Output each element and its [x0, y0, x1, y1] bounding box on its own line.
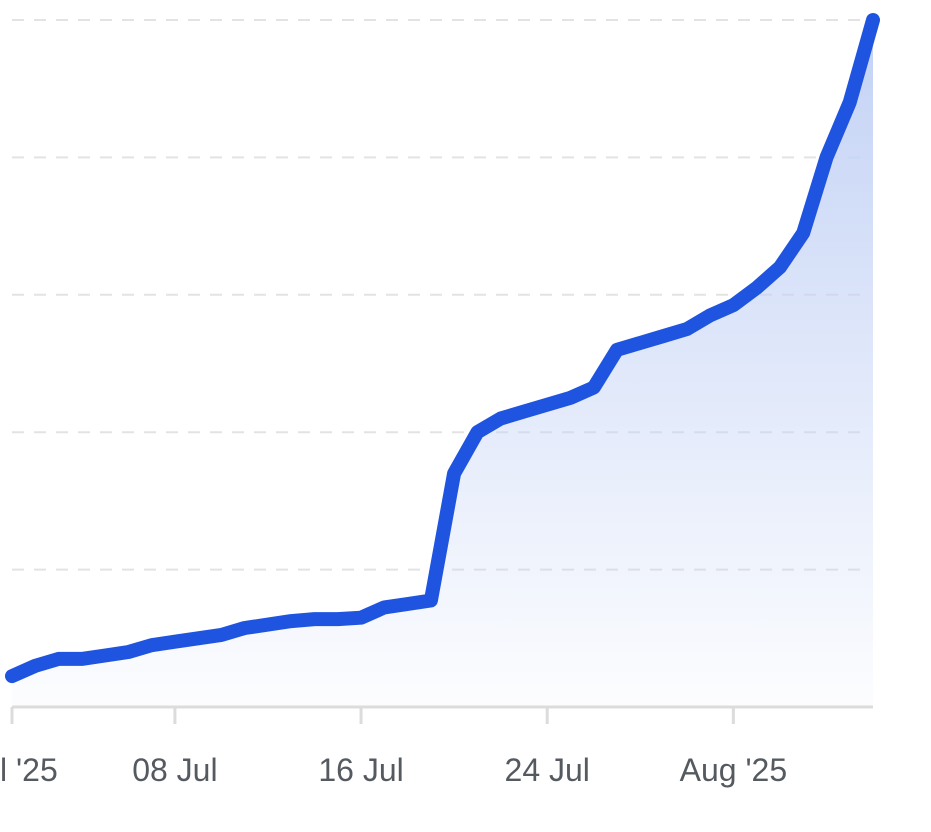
- x-tick-label: Jul '25: [0, 752, 58, 788]
- x-tick-label: 16 Jul: [318, 752, 403, 788]
- x-tick-label: Aug '25: [680, 752, 788, 788]
- x-tick-label: 24 Jul: [505, 752, 590, 788]
- x-axis-tick-labels: Jul '25 08 Jul 16 Jul 24 Jul Aug '25: [0, 752, 787, 788]
- series-area-fill: [12, 20, 873, 707]
- series-line: [5, 13, 880, 684]
- x-tick-label: 08 Jul: [132, 752, 217, 788]
- x-axis-ticks: [10, 707, 735, 724]
